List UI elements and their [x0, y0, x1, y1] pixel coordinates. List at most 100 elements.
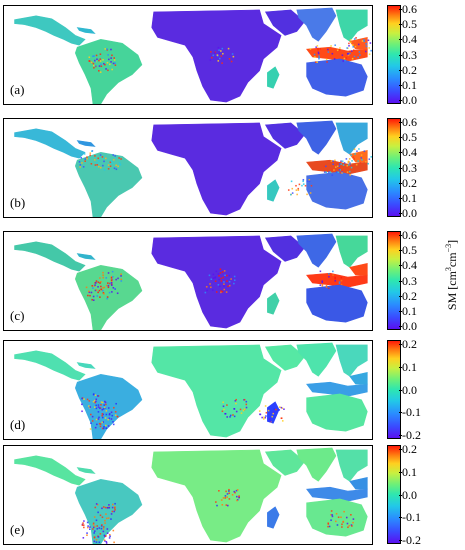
land-region-africa	[151, 344, 282, 438]
map-pixel	[321, 281, 324, 284]
colorbar-ticks-c: 0.6 0.5 0.4 0.3 0.2 0.1 0.0	[399, 229, 442, 332]
map-pixel	[230, 278, 232, 280]
map-pixel	[363, 150, 366, 152]
map-pixel	[88, 405, 90, 407]
map-pixel	[104, 417, 107, 419]
map-pixel	[334, 276, 336, 279]
map-pixel	[100, 404, 102, 406]
map-pixel	[93, 540, 96, 543]
colorbar-tick-label: 0.5	[399, 243, 417, 258]
map-pixel	[97, 406, 100, 408]
map-pixel	[236, 489, 239, 491]
map-pixel	[327, 171, 330, 173]
map-pixel	[107, 284, 110, 287]
map-pixel	[93, 516, 96, 518]
map-pixel	[228, 274, 231, 277]
map-pixel	[89, 406, 91, 408]
map-pixel	[212, 54, 215, 57]
map-pixel	[100, 525, 103, 527]
map-pixel	[102, 274, 104, 277]
map-pixel	[94, 394, 97, 396]
map-pixel	[278, 409, 281, 411]
map-pixel	[81, 410, 83, 413]
map-pixel	[102, 528, 105, 530]
map-pixel	[341, 523, 343, 526]
map-pixel	[120, 273, 122, 276]
map-pixel	[238, 495, 240, 497]
colorbar-tick-label: 0.5	[399, 130, 417, 145]
land-region-africa	[151, 122, 282, 216]
map-pixel	[219, 285, 221, 288]
colorbar-tick-label: 0.1	[399, 464, 417, 479]
map-pixel	[223, 270, 226, 272]
land-region-arabia	[264, 122, 306, 149]
map-pixel	[103, 404, 105, 406]
map-pixel	[318, 57, 320, 60]
map-pixel	[317, 49, 319, 51]
map-pixel	[302, 180, 304, 183]
map-pixel	[269, 420, 272, 423]
map-pixel	[107, 407, 110, 409]
colorbar-tick-label: -0.2	[399, 428, 421, 442]
map-pixel	[86, 532, 88, 534]
map-pixel	[118, 157, 120, 159]
map-pixel	[91, 415, 94, 418]
land-region-caribbean	[76, 140, 96, 147]
map-pixel	[335, 520, 337, 523]
map-pixel	[84, 160, 86, 162]
map-pixel	[287, 189, 290, 191]
map-pixel	[331, 515, 334, 518]
map-pixel	[90, 291, 93, 294]
colorbar-tick-label: -0.2	[399, 533, 421, 547]
map-pixel	[218, 52, 221, 55]
map-pixel	[101, 414, 103, 417]
colorbar-tick-label: 0.5	[399, 17, 417, 32]
map-pixel	[280, 406, 283, 409]
map-pixel	[110, 283, 113, 286]
map-pixel	[92, 62, 95, 65]
map-pixel	[226, 493, 229, 495]
colorbar-tick-label: 0.1	[399, 190, 417, 205]
map-pixel	[358, 51, 361, 53]
colorbar-tick-label: 0.4	[399, 145, 417, 160]
map-pixel	[218, 275, 220, 277]
map-pixel	[219, 272, 222, 274]
map-pixel	[110, 276, 113, 279]
map-pixel	[341, 172, 343, 174]
map-pixel	[111, 270, 114, 273]
map-pixel	[231, 53, 234, 55]
map-pixel	[308, 180, 311, 183]
map-pixel	[105, 410, 108, 412]
map-pixel	[97, 291, 99, 294]
map-pixel	[345, 516, 348, 519]
map-pixel	[94, 59, 96, 62]
map-pixel	[325, 58, 328, 61]
map-pixel	[225, 291, 228, 293]
map-pixel	[83, 153, 86, 155]
map-pixel	[283, 408, 285, 410]
map-pixel	[210, 286, 212, 289]
colorbar-tick-label: 0.2	[399, 337, 417, 351]
map-pixel	[88, 400, 91, 402]
map-pixel	[236, 499, 238, 502]
map-pixel	[94, 64, 97, 67]
map-pixel	[98, 69, 100, 72]
map-pixel	[114, 287, 116, 290]
map-pixel	[115, 278, 117, 281]
map-pixel	[330, 514, 332, 516]
map-pixel	[298, 183, 301, 186]
map-pixel	[216, 54, 219, 56]
map-pixel	[92, 522, 95, 525]
map-pixel	[334, 277, 336, 280]
map-pixel	[340, 283, 343, 286]
map-pixel	[350, 514, 352, 516]
map-pixel	[346, 171, 349, 173]
map-pixel	[109, 165, 112, 168]
map-pixel	[273, 408, 276, 410]
land-region-centralAm	[14, 241, 86, 272]
map-pixel	[217, 60, 220, 62]
map-pixel	[112, 62, 115, 65]
map-pixel	[94, 525, 96, 528]
map-pixel	[345, 158, 348, 160]
map-pixel	[349, 162, 351, 164]
